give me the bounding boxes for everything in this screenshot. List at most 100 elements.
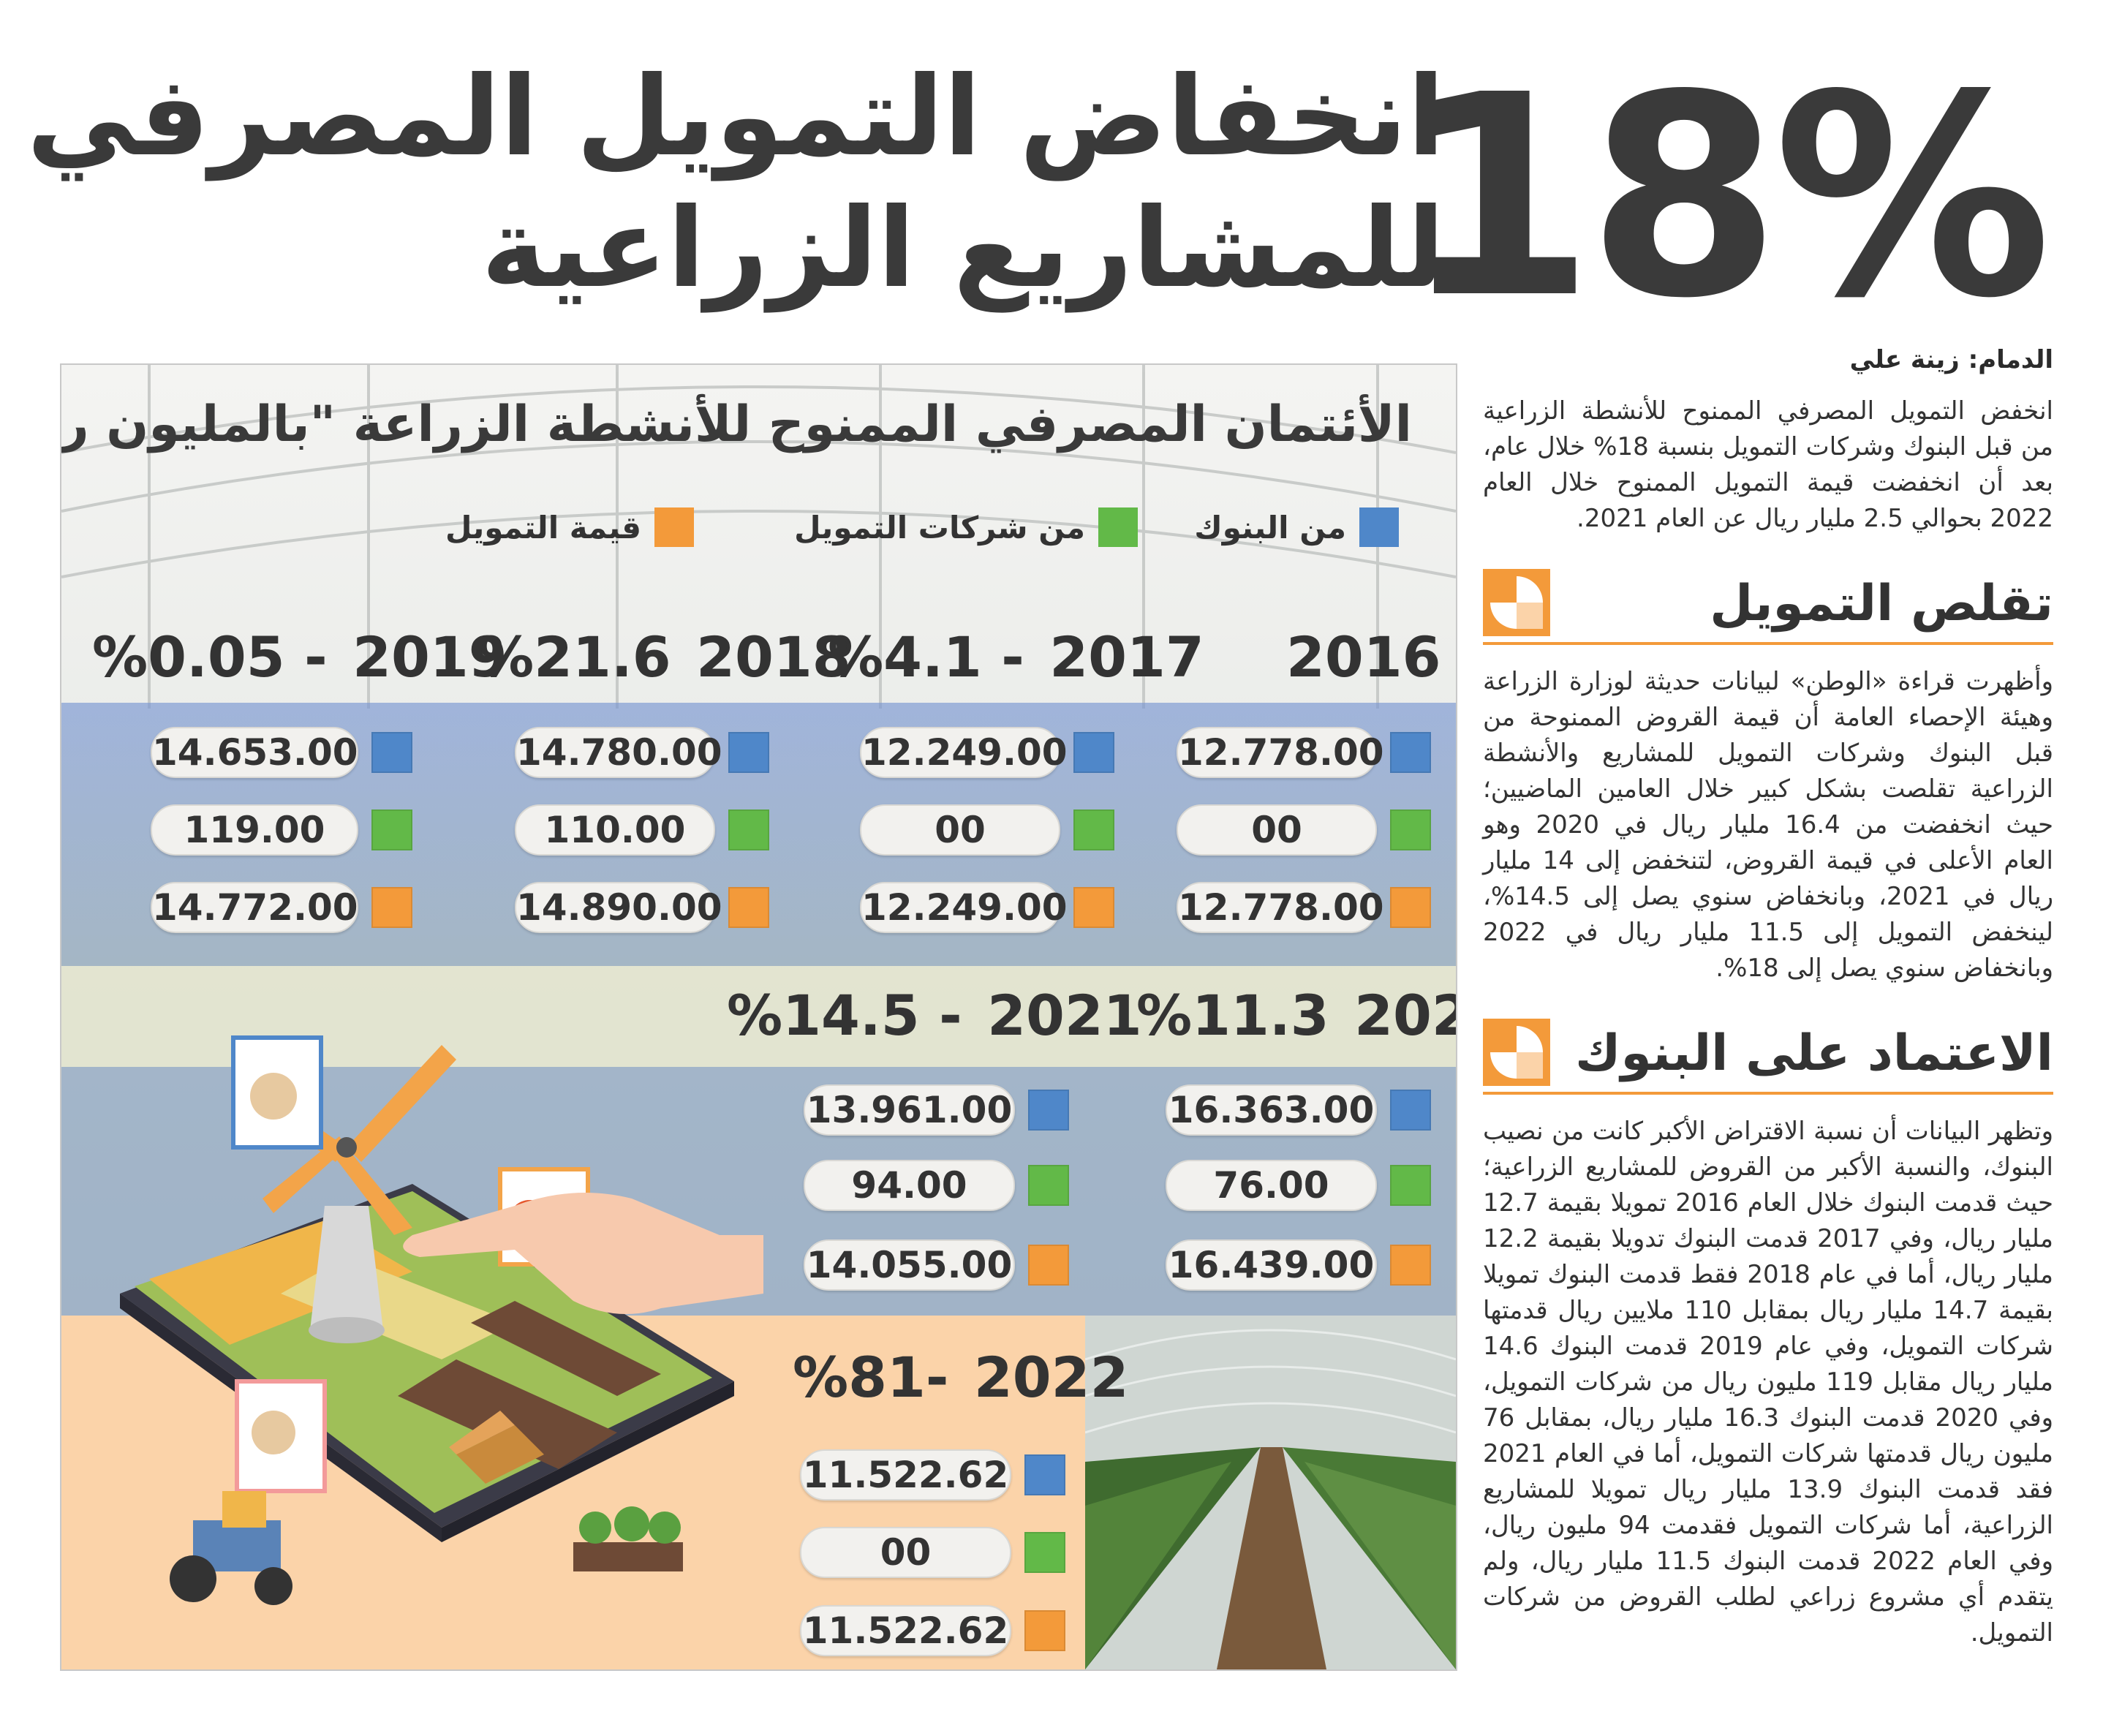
legend-banks: من البنوك: [1194, 505, 1399, 549]
infographic-title: الأئتمان المصرفي الممنوح للأنشطة الزراعة…: [60, 396, 1412, 453]
smart-farm-illustration: [120, 1035, 763, 1605]
legend-total: قيمة التمويل: [445, 505, 694, 549]
value-total-2019: 14.772.00: [151, 881, 412, 934]
value-pill: 14.055.00: [804, 1239, 1015, 1291]
value-pill: 12.778.00: [1177, 882, 1384, 933]
year: 2022: [973, 1345, 1129, 1410]
swatch-blue: [728, 732, 769, 773]
legend-swatch-blue: [1359, 507, 1399, 547]
value-pill: 11.522.62: [800, 1449, 1011, 1501]
value-total-2016: 12.778.00: [1177, 881, 1431, 934]
swatch-green: [1390, 809, 1431, 850]
section-header-1: تقلص التمويل: [1483, 562, 2053, 645]
year-change: %81-: [793, 1345, 949, 1410]
orange-square-logo-icon: [1483, 1019, 1550, 1086]
section-body: وأظهرت قراءة «الوطن» لبيانات حديثة لوزار…: [1483, 667, 2054, 983]
value-total-2018: 14.890.00: [515, 881, 769, 934]
year: 2017: [1049, 624, 1204, 690]
value-pill: 11.522.62: [800, 1605, 1011, 1656]
year-change: %0.05 -: [92, 624, 328, 690]
legend-companies: من شركات التمويل: [794, 505, 1138, 549]
legend-swatch-green: [1098, 507, 1138, 547]
value-banks-2022: 11.522.62: [800, 1449, 1065, 1501]
value-companies-2020: 76.00: [1166, 1159, 1431, 1212]
infographic-panel: الأئتمان المصرفي الممنوح للأنشطة الزراعة…: [60, 363, 1457, 1671]
year: 2020: [1354, 983, 1456, 1048]
value-pill: 110.00: [515, 804, 715, 856]
section-header-2: الاعتماد على البنوك: [1483, 1011, 2053, 1095]
swatch-green: [728, 809, 769, 850]
value-pill: 14.780.00: [515, 727, 722, 778]
swatch-blue: [371, 732, 412, 773]
value-companies-2021: 94.00: [804, 1159, 1069, 1212]
value-pill: 119.00: [151, 804, 358, 856]
swatch-blue: [1073, 732, 1114, 773]
section-body: وتظهر البيانات أن نسبة الاقتراض الأكبر ك…: [1483, 1117, 2054, 1648]
value-banks-2019: 14.653.00: [151, 726, 412, 779]
swatch-blue: [1024, 1454, 1065, 1495]
value-pill: 14.890.00: [515, 882, 722, 933]
value-banks-2021: 13.961.00: [804, 1084, 1069, 1136]
swatch-green: [1028, 1165, 1069, 1206]
swatch-orange: [1024, 1610, 1065, 1651]
legend-label: من شركات التمويل: [794, 509, 1085, 546]
swatch-orange: [1390, 887, 1431, 928]
swatch-orange: [1390, 1245, 1431, 1286]
value-banks-2017: 12.249.00: [860, 726, 1114, 779]
value-pill: 76.00: [1166, 1160, 1377, 1211]
year: 2016: [1286, 624, 1441, 690]
year: 2019: [352, 624, 507, 690]
value-companies-2022: 00: [800, 1526, 1065, 1579]
swatch-blue: [1390, 1090, 1431, 1131]
value-total-2020: 16.439.00: [1166, 1239, 1431, 1291]
value-companies-2016: 00: [1177, 804, 1431, 856]
value-pill: 12.249.00: [860, 882, 1068, 933]
value-pill: 00: [860, 804, 1060, 856]
headline-line-1: انخفاض التمويل المصرفي: [26, 53, 1445, 181]
value-pill: 00: [1177, 804, 1377, 856]
year-change: %14.5 -: [727, 983, 962, 1048]
year-label-2022: %81- 2022: [793, 1345, 1128, 1411]
headline-percent: 18%: [1401, 35, 2052, 359]
value-banks-2018: 14.780.00: [515, 726, 769, 779]
swatch-green: [371, 809, 412, 850]
swatch-orange: [371, 887, 412, 928]
value-companies-2018: 110.00: [515, 804, 769, 856]
swatch-blue: [1028, 1090, 1069, 1131]
swatch-orange: [1028, 1245, 1069, 1286]
year-label-2021: %14.5 - 2021: [727, 983, 1142, 1049]
year: 2021: [987, 983, 1142, 1048]
swatch-green: [1024, 1532, 1065, 1573]
year-change: %21.6: [478, 624, 671, 690]
year-change: %4.1 -: [828, 624, 1024, 690]
value-pill: 16.439.00: [1166, 1239, 1377, 1291]
value-banks-2020: 16.363.00: [1166, 1084, 1431, 1136]
section-title: الاعتماد على البنوك: [1575, 1024, 2053, 1082]
year-change: %11.3: [1136, 983, 1329, 1048]
article-column: الدمام: زينة علي انخفض التمويل المصرفي ا…: [1483, 344, 2053, 1651]
year-label-2016: 2016: [1286, 624, 1441, 690]
value-pill: 12.778.00: [1177, 727, 1384, 778]
section-title: تقلص التمويل: [1710, 575, 2053, 633]
swatch-blue: [1390, 732, 1431, 773]
legend-swatch-orange: [654, 507, 694, 547]
greenhouse-background: [61, 365, 1456, 709]
year-label-2020: %11.3 2020: [1136, 983, 1456, 1049]
year-label-2019: %0.05 - 2019: [92, 624, 507, 690]
orange-square-logo-icon: [1483, 569, 1550, 636]
value-companies-2017: 00: [860, 804, 1114, 856]
value-total-2022: 11.522.62: [800, 1604, 1065, 1657]
value-pill: 00: [800, 1527, 1011, 1578]
value-pill: 14.772.00: [151, 882, 358, 933]
legend-label: من البنوك: [1194, 509, 1346, 546]
value-companies-2019: 119.00: [151, 804, 412, 856]
value-pill: 94.00: [804, 1160, 1015, 1211]
year-label-2018: %21.6 2018: [478, 624, 851, 690]
swatch-orange: [728, 887, 769, 928]
value-banks-2016: 12.778.00: [1177, 726, 1431, 779]
year: 2018: [696, 624, 851, 690]
swatch-green: [1390, 1165, 1431, 1206]
article-intro: انخفض التمويل المصرفي الممنوح للأنشطة ال…: [1483, 396, 2053, 533]
value-pill: 12.249.00: [860, 727, 1068, 778]
headline-line-2: للمشاريع الزراعية: [481, 185, 1445, 312]
